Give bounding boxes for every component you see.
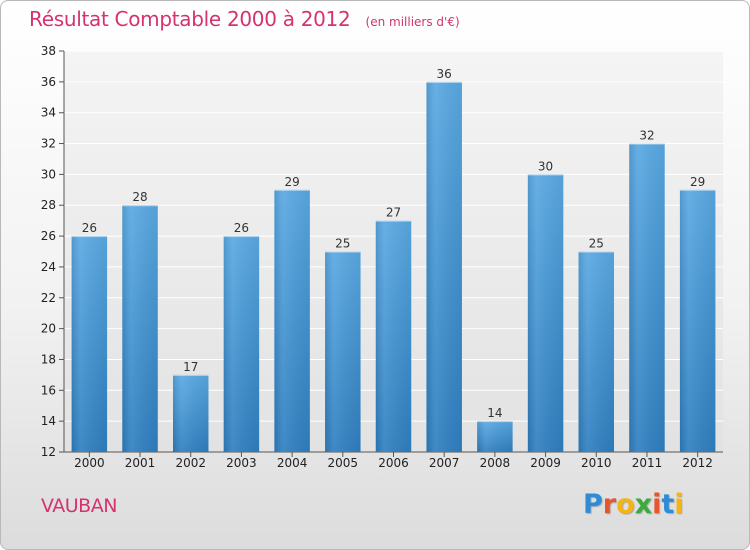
y-tick-label: 18 [41, 352, 56, 366]
bar-shade [325, 251, 361, 452]
y-tick-label: 28 [41, 198, 56, 212]
logo-letter: t [661, 489, 675, 520]
logo-letter: i [652, 489, 662, 520]
y-tick-label: 30 [41, 167, 56, 181]
bar-value-label: 26 [234, 221, 249, 235]
proxiti-logo: Proxiti [583, 489, 684, 520]
bar-shade [71, 236, 108, 452]
bar-shade [223, 236, 260, 452]
y-tick-label: 34 [41, 106, 56, 120]
bar-shade [274, 189, 310, 453]
bar-shade [375, 220, 412, 452]
logo-letter: o [616, 489, 635, 520]
x-tick-label: 2005 [328, 456, 359, 470]
x-tick-label: 2002 [175, 456, 206, 470]
x-tick-label: 2012 [682, 456, 713, 470]
y-tick-label: 20 [41, 322, 56, 336]
x-tick-label: 2011 [632, 456, 663, 470]
y-tick-label: 26 [41, 229, 56, 243]
chart-title-row: Résultat Comptable 2000 à 2012 (en milli… [29, 7, 460, 31]
x-tick-label: 2001 [125, 456, 156, 470]
bar-value-label: 29 [690, 175, 705, 189]
bar-shade [679, 189, 716, 453]
y-tick-label: 32 [41, 137, 56, 151]
bar-value-label: 17 [183, 360, 198, 374]
x-tick-label: 2004 [277, 456, 308, 470]
bar-value-label: 28 [132, 190, 147, 204]
y-tick-label: 16 [41, 383, 56, 397]
y-tick-label: 22 [41, 291, 56, 305]
x-tick-label: 2003 [226, 456, 257, 470]
logo-letter: r [602, 489, 617, 520]
x-tick-label: 2010 [581, 456, 612, 470]
bar-value-label: 14 [487, 406, 502, 420]
y-tick-label: 14 [41, 414, 56, 428]
y-tick-label: 38 [41, 44, 56, 58]
bar-value-label: 27 [386, 206, 401, 220]
chart-unit: (en milliers d'€) [365, 15, 460, 29]
y-tick-label: 12 [41, 445, 56, 459]
y-tick-label: 36 [41, 75, 56, 89]
bar-shade [578, 251, 615, 452]
bar-value-label: 36 [437, 67, 452, 81]
x-tick-label: 2009 [530, 456, 561, 470]
bar-value-label: 32 [639, 129, 654, 143]
x-tick-label: 2007 [429, 456, 460, 470]
bar-shade [426, 81, 462, 452]
y-tick-label: 24 [41, 260, 56, 274]
x-tick-label: 2000 [74, 456, 105, 470]
logo-letter: i [674, 489, 684, 520]
chart-title: Résultat Comptable 2000 à 2012 [29, 7, 351, 31]
bar-shade [172, 374, 209, 452]
x-tick-label: 2006 [378, 456, 409, 470]
bar-shade [629, 143, 665, 453]
logo-letter: x [634, 489, 653, 520]
bar-value-label: 25 [589, 237, 604, 251]
bar-value-label: 26 [82, 221, 97, 235]
commune-name: VAUBAN [41, 495, 117, 517]
bar-shade [527, 174, 564, 452]
bar-value-label: 25 [335, 237, 350, 251]
bar-shade [122, 205, 158, 452]
bar-value-label: 29 [284, 175, 299, 189]
bar-value-label: 30 [538, 159, 553, 173]
x-tick-label: 2008 [480, 456, 511, 470]
logo-letter: P [583, 489, 603, 520]
bar-shade [477, 421, 513, 452]
